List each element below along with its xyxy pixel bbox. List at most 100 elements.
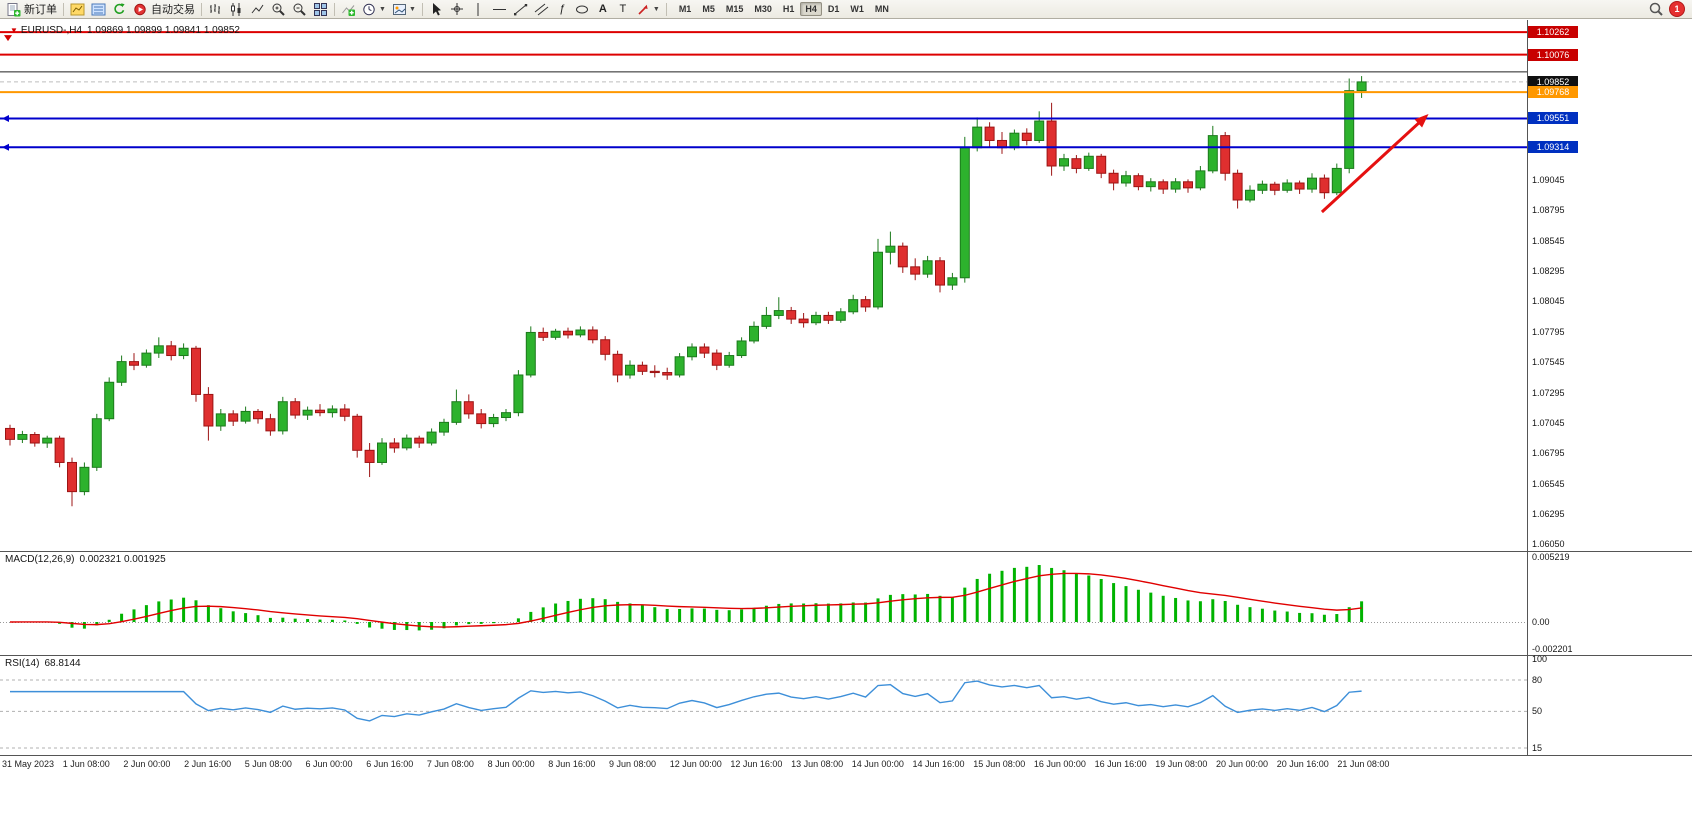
new-order-label: 新订单 <box>24 4 57 16</box>
cursor-icon <box>432 2 441 15</box>
candle <box>265 418 276 432</box>
refresh-button[interactable] <box>109 1 130 18</box>
candle <box>699 346 710 354</box>
fibonacci-tool-button[interactable]: ƒ <box>552 1 572 18</box>
timeframe-m5-button[interactable]: M5 <box>702 4 715 14</box>
candle <box>240 410 251 422</box>
rsi-layer <box>0 679 1527 749</box>
tile-windows-button[interactable] <box>310 1 331 18</box>
timeframe-mn-button[interactable]: MN <box>874 4 889 14</box>
refresh-icon <box>114 2 125 14</box>
timeframes-menu-button[interactable]: ▼ <box>359 1 389 18</box>
new-order-button[interactable]: 新订单 <box>3 1 60 18</box>
candle <box>575 329 586 336</box>
candle <box>587 329 598 341</box>
market-depth-button[interactable] <box>88 1 109 18</box>
timeframe-group: M1 M5 M15 M30 H1 H4 D1 W1 MN <box>674 2 894 16</box>
candle <box>1170 181 1181 190</box>
crosshair-icon <box>450 2 463 15</box>
candle <box>1344 90 1355 169</box>
candle <box>972 126 983 149</box>
channel-tool-button[interactable] <box>531 1 552 18</box>
toolbar-separator <box>334 2 335 16</box>
horizontal-line-tool-button[interactable] <box>489 1 510 18</box>
candle <box>488 417 499 425</box>
notification-badge[interactable]: 1 <box>1669 1 1685 17</box>
timeframe-m30-button[interactable]: M30 <box>754 4 772 14</box>
candle <box>5 427 15 440</box>
auto-trading-button[interactable]: 自动交易 <box>130 1 198 18</box>
candle <box>786 310 797 320</box>
candle <box>662 372 673 376</box>
candle <box>637 364 648 372</box>
candle <box>352 415 363 451</box>
candle <box>277 401 288 432</box>
candle <box>1195 170 1206 189</box>
text-label-tool-button[interactable]: T <box>613 1 633 18</box>
candle <box>984 126 995 141</box>
candle <box>761 314 772 327</box>
candle <box>910 266 921 275</box>
candle <box>290 401 301 416</box>
chart-window-icon <box>70 3 85 15</box>
candle <box>54 437 65 463</box>
candle <box>228 413 239 422</box>
candle <box>736 340 747 357</box>
candle <box>687 346 697 358</box>
toolbar-separator <box>421 2 423 16</box>
candle <box>414 437 425 444</box>
indicators-add-button[interactable] <box>338 1 359 18</box>
text-tool-button[interactable]: A <box>593 1 613 18</box>
search-icon[interactable] <box>1648 1 1664 17</box>
candle <box>749 325 759 342</box>
candle <box>947 277 958 286</box>
timeframe-h1-button[interactable]: H1 <box>782 4 795 14</box>
candle <box>538 331 549 338</box>
vertical-line-tool-button[interactable] <box>468 1 489 18</box>
zoom-out-button[interactable] <box>289 1 310 18</box>
annotation-arrow[interactable] <box>1320 116 1426 214</box>
trendline-tool-button[interactable] <box>510 1 531 18</box>
timeframe-h4-button[interactable]: H4 <box>800 2 822 16</box>
timeframe-m1-button[interactable]: M1 <box>678 4 692 14</box>
line-chart-button[interactable] <box>247 1 268 18</box>
candle <box>364 449 375 463</box>
candle <box>885 245 896 253</box>
bar-chart-button[interactable] <box>205 1 226 18</box>
candle <box>897 245 908 268</box>
candlestick-chart-button[interactable] <box>226 1 247 18</box>
chevron-down-icon: ▼ <box>408 5 416 13</box>
candle <box>922 260 933 275</box>
timeframe-m15-button[interactable]: M15 <box>725 4 744 14</box>
candle <box>401 437 412 449</box>
candle <box>513 374 524 414</box>
candle <box>339 408 350 417</box>
timeframe-d1-button[interactable]: D1 <box>827 4 840 14</box>
candle <box>1294 182 1305 190</box>
candle <box>104 381 115 420</box>
candle <box>153 345 164 354</box>
arrow-objects-button[interactable]: ▼ <box>633 1 663 18</box>
crosshair-tool-button[interactable] <box>447 1 468 18</box>
auto-trading-icon <box>134 3 146 15</box>
toolbar-separator <box>63 2 64 16</box>
candle <box>91 418 102 468</box>
candle <box>1183 181 1193 189</box>
templates-button[interactable]: ▼ <box>389 1 419 18</box>
toolbar-separator <box>665 2 667 16</box>
candle <box>327 408 338 414</box>
chart-window-button[interactable] <box>67 1 88 18</box>
candle <box>724 355 735 366</box>
candle <box>1257 183 1268 191</box>
ellipse-tool-button[interactable] <box>572 1 593 18</box>
candle <box>1269 183 1280 191</box>
timeframe-w1-button[interactable]: W1 <box>850 4 864 14</box>
cursor-tool-button[interactable] <box>426 1 447 18</box>
candle <box>377 442 387 463</box>
zoom-in-icon <box>272 3 285 16</box>
candle <box>873 251 883 308</box>
zoom-in-button[interactable] <box>268 1 289 18</box>
channel-icon <box>534 3 549 15</box>
candle <box>253 410 263 420</box>
